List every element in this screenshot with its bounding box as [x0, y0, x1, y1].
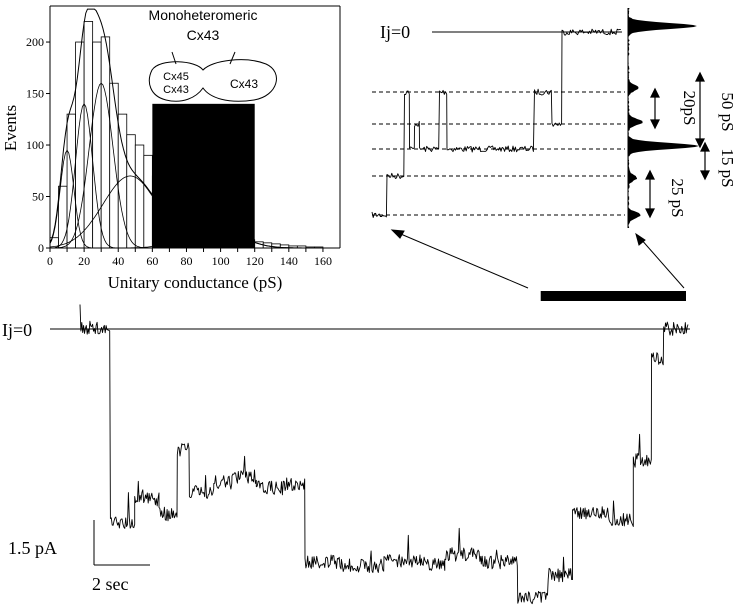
histogram-bar	[66, 113, 76, 249]
x-tick-label: 100	[212, 254, 230, 268]
x-tick-label: 0	[47, 254, 53, 268]
scale-current-label: 1.5 pA	[8, 538, 57, 558]
hist-x-ticks: 0 20 40 60 80 100 120 140 160	[47, 248, 332, 268]
label-50pS: 50 pS	[718, 92, 737, 131]
label-15pS: 15 pS	[718, 148, 737, 187]
main-zero-label: Ij=0	[2, 320, 32, 340]
label-25pS: 25 pS	[668, 178, 687, 217]
x-tick-label: 140	[280, 254, 298, 268]
right-cell: Cx43	[230, 77, 258, 91]
inset-trace	[371, 28, 621, 218]
x-tick-label: 160	[314, 254, 332, 268]
y-tick-label: 200	[26, 35, 44, 49]
diagram-pointer-right	[229, 51, 236, 65]
inset-level-lines	[372, 31, 625, 216]
y-tick-label: 0	[38, 241, 44, 255]
main-trace-panel: Ij=0 1.5 pA 2 sec	[2, 291, 690, 605]
inset-time-bar	[540, 291, 686, 301]
histogram-panel: 0 20 40 60 80 100 120 140 160 0 50 100 150 200 Unita…	[1, 5, 341, 292]
histogram-bar	[92, 41, 102, 249]
label-20pS: 20pS	[680, 91, 699, 126]
left-cell-line1: Cx45	[163, 71, 189, 83]
inset-amplitude-histogram	[628, 8, 699, 228]
histogram-bar	[100, 36, 111, 249]
zoom-arrows	[390, 229, 685, 289]
hist-y-label: Events	[1, 105, 20, 151]
hist-y-ticks: 0 50 100 150 200	[26, 35, 50, 255]
y-tick-label: 150	[26, 87, 44, 101]
x-tick-label: 120	[246, 254, 264, 268]
cell-pair-diagram	[148, 59, 277, 102]
x-tick-label: 40	[112, 254, 124, 268]
histogram-bar	[58, 185, 68, 249]
histogram-bar	[109, 82, 119, 249]
histogram-bar	[126, 134, 136, 249]
x-tick-label: 60	[146, 254, 158, 268]
y-tick-label: 100	[26, 138, 44, 152]
highlight-rect	[152, 103, 255, 248]
histogram-bar	[143, 154, 153, 249]
histogram-bar	[134, 144, 145, 249]
y-tick-label: 50	[32, 190, 44, 204]
x-tick-label: 80	[180, 254, 192, 268]
inset-panel: Ij=0 20pS 50 pS 15 pS 25 pS	[371, 8, 737, 289]
left-cell-line2: Cx43	[163, 84, 189, 96]
hist-x-label: Unitary conductance (pS)	[108, 273, 283, 292]
inset-zero-label: Ij=0	[380, 22, 410, 42]
histogram-bar	[83, 21, 94, 249]
diagram-title-line2: Cx43	[187, 27, 220, 43]
x-tick-label: 20	[78, 254, 90, 268]
diagram-title-line1: Monoheteromeric	[149, 7, 258, 23]
scale-time-label: 2 sec	[92, 574, 128, 594]
level-arrows	[645, 71, 710, 219]
main-trace	[79, 304, 689, 605]
